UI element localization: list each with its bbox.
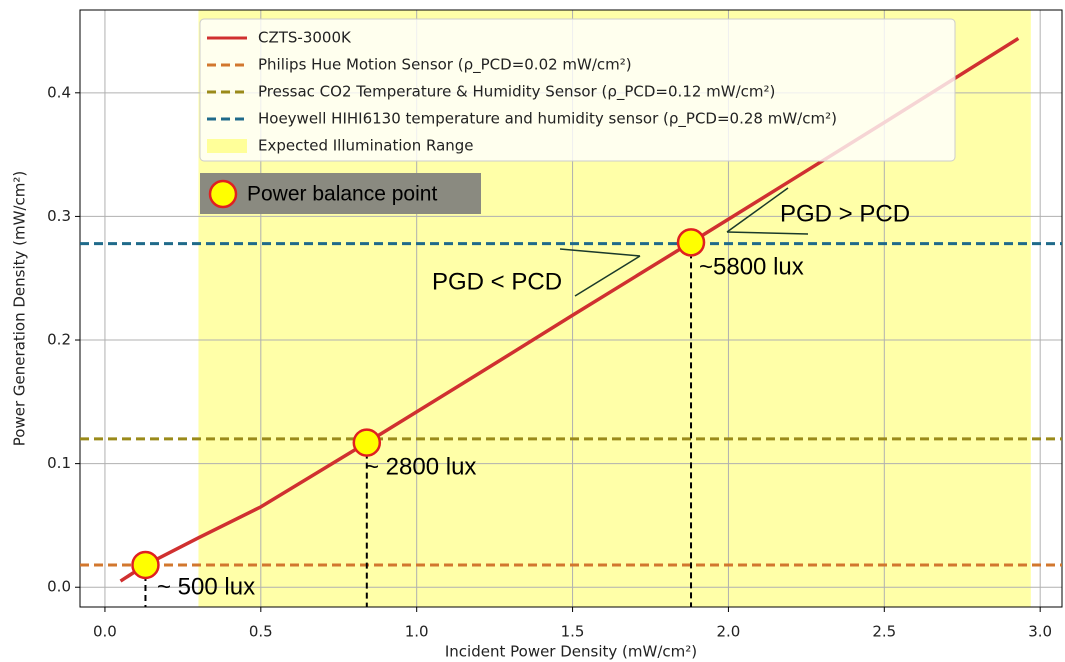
x-tick-label: 1.5	[561, 623, 585, 641]
x-tick-label: 1.0	[405, 623, 429, 641]
legend-label: Pressac CO2 Temperature & Humidity Senso…	[258, 83, 775, 102]
balance-point	[131, 550, 160, 580]
point-legend-box	[200, 173, 481, 214]
x-tick-label: 2.5	[872, 623, 896, 641]
legend-swatch	[207, 139, 247, 153]
balance-point	[676, 228, 706, 257]
annotation-bracket	[559, 248, 641, 257]
balance-point	[352, 428, 382, 457]
legend-label: Expected Illumination Range	[258, 137, 474, 155]
y-axis-label: Power Generation Density (mW/cm²)	[11, 171, 29, 446]
annotation: PGD > PCD	[780, 200, 910, 227]
x-tick-label: 2.0	[717, 623, 741, 641]
annotation-bracket	[726, 187, 789, 233]
legend-label: Hoeywell HIHI6130 temperature and humidi…	[258, 110, 837, 129]
annotation: ~ 2800 lux	[365, 453, 476, 480]
annotation: ~5800 lux	[699, 253, 804, 280]
legend-label: CZTS-3000K	[258, 29, 352, 47]
annotation: ~ 500 lux	[157, 573, 255, 600]
x-tick-label: 3.0	[1028, 623, 1052, 641]
annotation-bracket	[726, 231, 809, 235]
y-tick-label: 0.4	[47, 83, 71, 101]
y-tick-label: 0.0	[47, 578, 71, 596]
y-tick-label: 0.1	[47, 454, 71, 472]
point-legend-label: Power balance point	[247, 183, 437, 206]
plot-frame	[79, 9, 1063, 608]
legend-box	[199, 18, 956, 162]
annotation: PGD < PCD	[432, 268, 562, 295]
x-tick-label: 0.5	[249, 623, 273, 641]
annotation-bracket	[574, 255, 641, 297]
y-tick-label: 0.3	[47, 207, 71, 225]
x-axis-label: Incident Power Density (mW/cm²)	[445, 643, 697, 661]
x-tick-label: 0.0	[93, 623, 117, 641]
y-tick-label: 0.2	[47, 331, 71, 349]
point-legend-swatch	[208, 179, 238, 209]
legend-label: Philips Hue Motion Sensor (ρ_PCD=0.02 mW…	[258, 56, 632, 75]
